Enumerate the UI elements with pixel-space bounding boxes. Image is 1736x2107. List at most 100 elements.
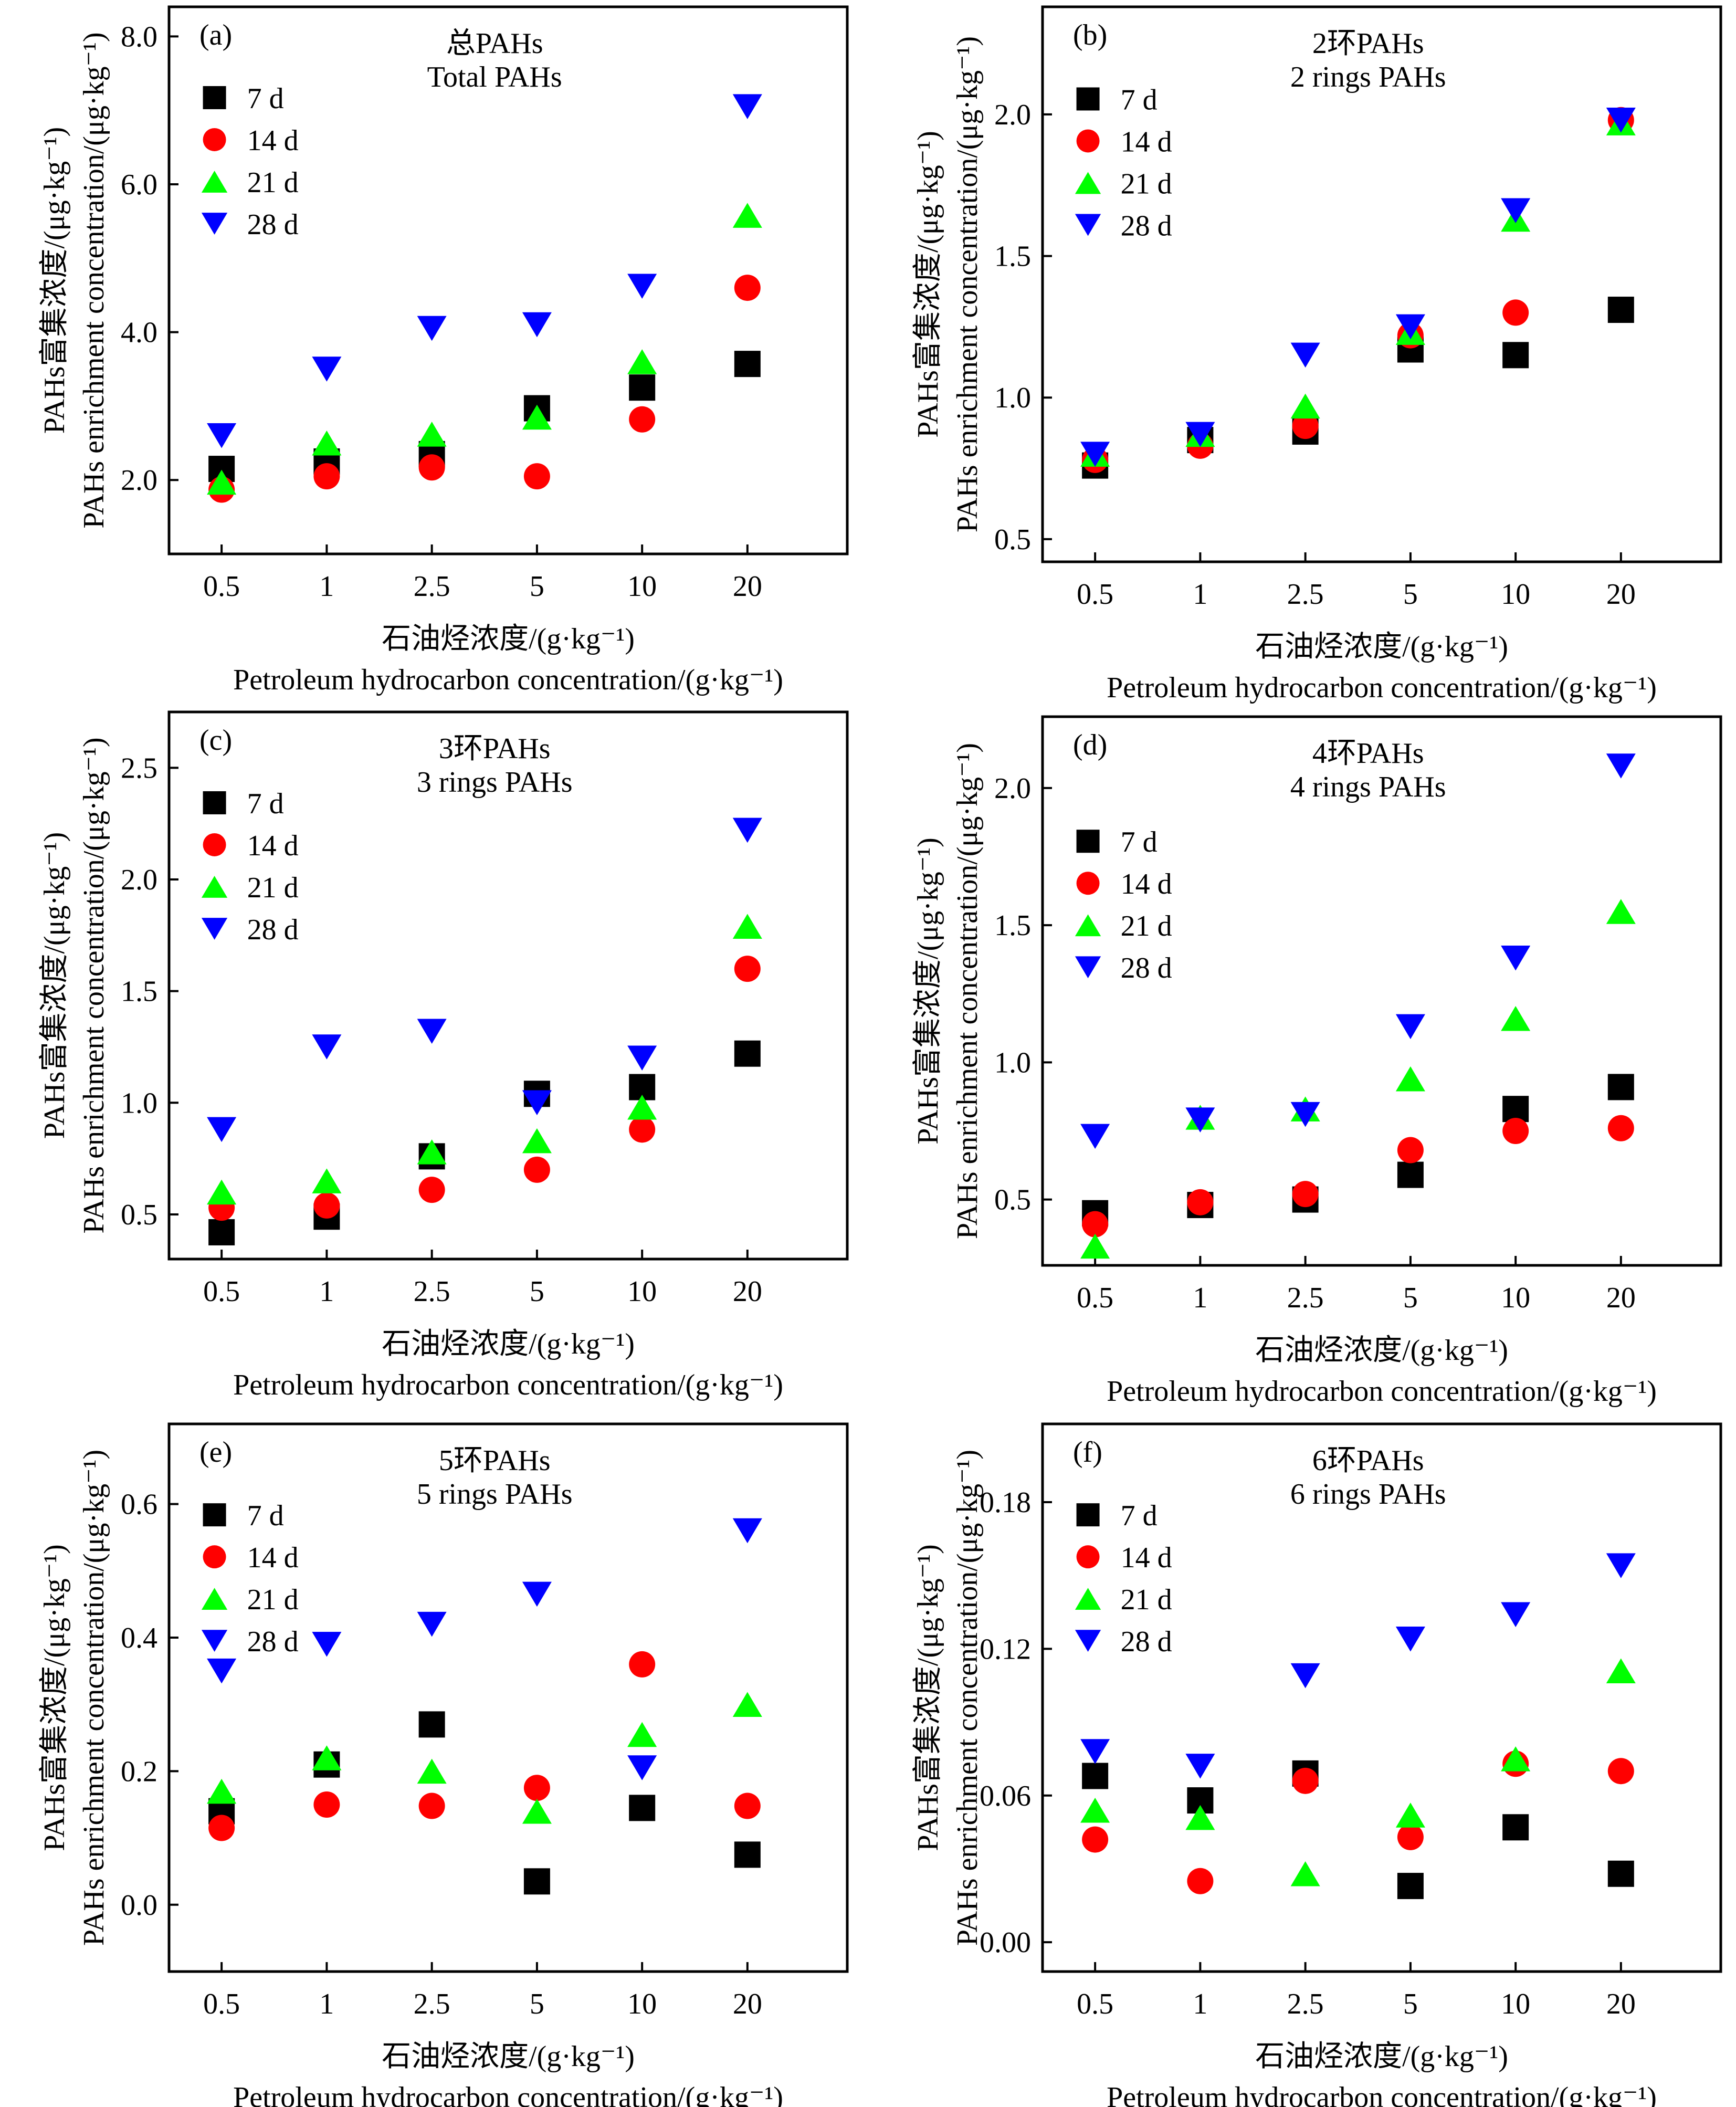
legend-label: 28 d bbox=[247, 208, 299, 241]
data-point bbox=[207, 1117, 237, 1142]
plot-frame bbox=[1041, 715, 1722, 1267]
legend-marker bbox=[1076, 1503, 1100, 1527]
x-axis-title-zh: 石油烃浓度/(g·kg⁻¹) bbox=[382, 623, 635, 655]
data-point bbox=[207, 1778, 237, 1804]
data-point bbox=[522, 1128, 552, 1154]
legend-marker bbox=[203, 1503, 226, 1527]
x-tick-label: 5 bbox=[1403, 1988, 1418, 2020]
data-point bbox=[1395, 1802, 1425, 1828]
data-point bbox=[1501, 198, 1531, 224]
plot-frame bbox=[167, 5, 849, 555]
panel-title-en: Total PAHs bbox=[427, 61, 562, 93]
data-point bbox=[523, 1156, 550, 1183]
data-point bbox=[732, 914, 762, 939]
legend-marker bbox=[1076, 1545, 1100, 1569]
panel-title-zh: 4环PAHs bbox=[1312, 737, 1424, 770]
data-point bbox=[523, 463, 550, 490]
data-point bbox=[1502, 342, 1529, 369]
data-point bbox=[417, 1139, 447, 1165]
x-tick-label: 5 bbox=[530, 570, 544, 603]
y-axis-title-zh: PAHs富集浓度/(μg·kg⁻¹) bbox=[912, 131, 944, 438]
legend-label: 28 d bbox=[1121, 952, 1172, 984]
legend-label: 7 d bbox=[247, 1500, 284, 1532]
data-point bbox=[1606, 1658, 1636, 1684]
y-axis-title-zh: PAHs富集浓度/(μg·kg⁻¹) bbox=[912, 1544, 944, 1851]
panel-title-zh: 总PAHs bbox=[446, 27, 543, 60]
x-tick-label: 0.5 bbox=[203, 570, 240, 603]
data-point bbox=[1606, 1553, 1636, 1578]
data-point bbox=[1187, 1189, 1214, 1215]
data-point bbox=[417, 422, 447, 447]
data-point bbox=[1082, 1211, 1109, 1238]
data-point bbox=[522, 312, 552, 338]
data-point bbox=[627, 1722, 657, 1747]
x-tick-label: 2.5 bbox=[414, 1988, 450, 2020]
x-tick-label: 0.5 bbox=[1077, 578, 1113, 611]
data-point bbox=[627, 1095, 657, 1120]
legend-label: 21 d bbox=[1121, 1584, 1172, 1616]
y-tick-label: 1.5 bbox=[121, 976, 157, 1008]
panel-letter: (a) bbox=[199, 19, 232, 51]
data-point bbox=[1606, 899, 1636, 924]
data-point bbox=[313, 1791, 340, 1818]
data-point bbox=[522, 1798, 552, 1824]
legend-marker bbox=[1075, 914, 1101, 937]
y-tick-label: 0.18 bbox=[980, 1486, 1031, 1519]
panel-letter: (c) bbox=[199, 724, 232, 757]
legend-marker bbox=[203, 791, 226, 814]
data-point bbox=[1080, 442, 1110, 467]
y-tick-label: 0.0 bbox=[121, 1889, 157, 1922]
data-point bbox=[208, 1219, 235, 1245]
data-point bbox=[1397, 1823, 1424, 1850]
y-axis-title-en: PAHs enrichment concentration/(μg·kg⁻¹) bbox=[951, 743, 984, 1239]
x-axis-title-zh: 石油烃浓度/(g·kg⁻¹) bbox=[1255, 631, 1508, 663]
data-point bbox=[523, 1868, 550, 1895]
legend-marker bbox=[201, 171, 228, 193]
data-point bbox=[1502, 1117, 1529, 1144]
x-tick-label: 1 bbox=[319, 570, 334, 603]
y-axis-title-en: PAHs enrichment concentration/(μg·kg⁻¹) bbox=[78, 737, 110, 1233]
data-point bbox=[1187, 1868, 1214, 1894]
data-point bbox=[732, 94, 762, 119]
data-point bbox=[313, 463, 340, 490]
legend-label: 14 d bbox=[247, 830, 299, 862]
y-tick-label: 6.0 bbox=[121, 169, 157, 201]
y-tick-label: 8.0 bbox=[121, 20, 157, 53]
data-point bbox=[207, 1658, 237, 1684]
data-point bbox=[627, 274, 657, 299]
data-point bbox=[1395, 314, 1425, 340]
y-tick-label: 2.0 bbox=[994, 99, 1031, 131]
data-point bbox=[732, 203, 762, 228]
legend-label: 21 d bbox=[247, 166, 299, 199]
y-tick-label: 0.5 bbox=[994, 523, 1031, 556]
panel-title-en: 5 rings PAHs bbox=[417, 1478, 573, 1511]
y-tick-label: 0.12 bbox=[980, 1633, 1031, 1665]
legend-label: 21 d bbox=[1121, 910, 1172, 942]
x-tick-label: 10 bbox=[1501, 1282, 1530, 1314]
y-tick-label: 0.2 bbox=[121, 1755, 157, 1788]
legend-label: 21 d bbox=[247, 872, 299, 904]
x-axis-title-en: Petroleum hydrocarbon concentration/(g·k… bbox=[233, 664, 783, 696]
y-tick-label: 1.0 bbox=[994, 1046, 1031, 1079]
data-point bbox=[1395, 1014, 1425, 1040]
y-tick-label: 2.5 bbox=[121, 752, 157, 784]
plot-frame bbox=[167, 1422, 849, 1973]
data-point bbox=[629, 406, 656, 433]
x-tick-label: 20 bbox=[1606, 1988, 1636, 2020]
panel-title-zh: 2环PAHs bbox=[1312, 27, 1424, 60]
data-point bbox=[313, 1192, 340, 1219]
data-point bbox=[1502, 1096, 1529, 1123]
legend-label: 7 d bbox=[1121, 826, 1158, 858]
legend-label: 28 d bbox=[1121, 209, 1172, 242]
data-point bbox=[418, 454, 445, 481]
y-axis-title-zh: PAHs富集浓度/(μg·kg⁻¹) bbox=[912, 837, 944, 1145]
data-point bbox=[1292, 413, 1319, 439]
y-axis-title-en: PAHs enrichment concentration/(μg·kg⁻¹) bbox=[78, 32, 110, 528]
data-point bbox=[1501, 1746, 1531, 1771]
data-point bbox=[1290, 393, 1320, 419]
data-point bbox=[312, 1034, 342, 1060]
